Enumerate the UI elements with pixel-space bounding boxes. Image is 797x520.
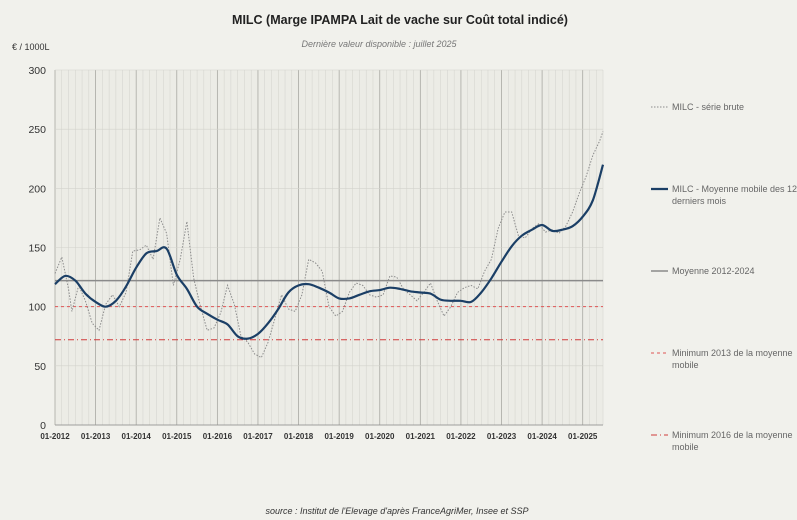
x-tick-label: 01-2020 bbox=[365, 432, 395, 441]
grid bbox=[54, 69, 604, 426]
chart-subtitle: Dernière valeur disponible : juillet 202… bbox=[301, 39, 457, 49]
legend-mean: Moyenne 2012-2024 bbox=[651, 266, 755, 276]
x-tick-label: 01-2015 bbox=[162, 432, 192, 441]
series-lines bbox=[54, 131, 605, 359]
y-tick-label: 250 bbox=[28, 124, 46, 136]
y-tick-label: 150 bbox=[28, 243, 46, 255]
y-tick-label: 0 bbox=[40, 420, 46, 432]
x-tick-label: 01-2014 bbox=[122, 432, 152, 441]
y-axis-unit: € / 1000L bbox=[12, 42, 50, 52]
x-tick-label: 01-2021 bbox=[406, 432, 436, 441]
legend-label: Minimum 2013 de la moyenne mobile bbox=[672, 348, 793, 370]
legend-label: Moyenne 2012-2024 bbox=[672, 266, 755, 276]
moving-average-line bbox=[54, 164, 605, 340]
legend: MILC - série brute MILC - Moyenne mobile … bbox=[651, 102, 797, 452]
axes: 0 50 100 150 200 250 300 01-2012 01-2013 01-2014 0… bbox=[28, 65, 603, 441]
legend-label: MILC - Moyenne mobile des 12 derniers moi… bbox=[672, 184, 797, 206]
x-tick-label: 01-2024 bbox=[527, 432, 557, 441]
chart-title: MILC (Marge IPAMPA Lait de vache sur Coû… bbox=[232, 13, 568, 27]
legend-min-2016: Minimum 2016 de la moyenne mobile bbox=[651, 430, 793, 452]
legend-moving-average: MILC - Moyenne mobile des 12 derniers moi… bbox=[651, 184, 797, 206]
y-tick-label: 100 bbox=[28, 302, 46, 314]
x-tick-label: 01-2012 bbox=[40, 432, 70, 441]
legend-label: MILC - série brute bbox=[672, 102, 744, 112]
source-note: source : Institut de l'Elevage d'après F… bbox=[265, 506, 528, 516]
y-tick-label: 200 bbox=[28, 183, 46, 195]
legend-label: Minimum 2016 de la moyenne mobile bbox=[672, 430, 793, 452]
x-tick-label: 01-2013 bbox=[81, 432, 111, 441]
y-tick-label: 300 bbox=[28, 65, 46, 77]
legend-raw-series: MILC - série brute bbox=[651, 102, 744, 112]
x-tick-label: 01-2018 bbox=[284, 432, 314, 441]
x-tick-label: 01-2025 bbox=[568, 432, 598, 441]
x-tick-label: 01-2023 bbox=[487, 432, 517, 441]
legend-min-2013: Minimum 2013 de la moyenne mobile bbox=[651, 348, 793, 370]
y-tick-label: 50 bbox=[34, 361, 46, 373]
x-tick-label: 01-2016 bbox=[203, 432, 233, 441]
x-tick-label: 01-2019 bbox=[324, 432, 354, 441]
reference-lines bbox=[55, 279, 603, 341]
x-tick-label: 01-2022 bbox=[446, 432, 476, 441]
x-tick-label: 01-2017 bbox=[243, 432, 273, 441]
